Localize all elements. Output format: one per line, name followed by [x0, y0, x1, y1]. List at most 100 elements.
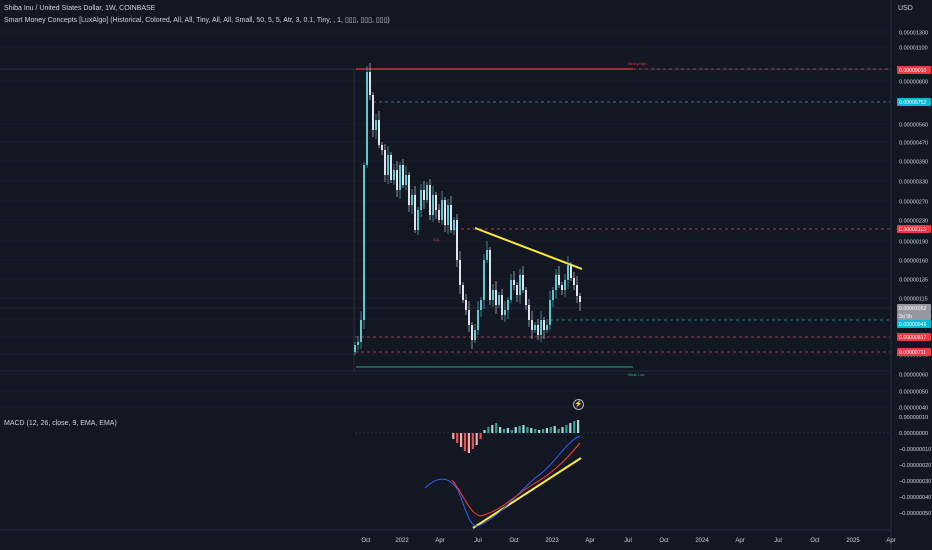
candle-body — [402, 165, 404, 185]
candle-body — [474, 330, 476, 340]
macd-histogram-bar — [522, 425, 525, 433]
macd-histogram-bar — [565, 425, 568, 433]
macd-tick-label: 0.00000010 — [899, 415, 928, 421]
candle-body — [552, 290, 554, 300]
macd-histogram-bar — [541, 429, 545, 433]
price-tick-label: 0.00000230 — [899, 219, 928, 225]
price-tick-label: 0.00000040 — [899, 406, 928, 412]
price-tick-label: 0.00000135 — [899, 278, 928, 284]
candle-body — [468, 310, 470, 325]
candle-body — [525, 290, 527, 305]
weak-low-label: Weak Low — [628, 373, 645, 377]
price-badge-label: 0.00009010 — [899, 68, 927, 74]
price-badge-label: 0.00000711 — [899, 350, 926, 356]
candle-body — [435, 195, 437, 210]
candle-body — [363, 165, 365, 320]
macd-histogram-bar — [456, 433, 459, 443]
price-tick-label: 0.00000270 — [899, 200, 928, 206]
candle-body — [360, 320, 362, 342]
candle-body — [528, 305, 530, 320]
macd-histogram-bar — [526, 427, 529, 433]
candle-body — [414, 195, 416, 230]
strong-high-label: Strong High — [628, 62, 647, 66]
lightning-icon[interactable]: ⚡ — [573, 399, 584, 410]
candle-body — [459, 260, 461, 285]
candle-body — [570, 265, 572, 278]
macd-tick-label: −0.00000030 — [899, 479, 931, 485]
price-badge-label: 3d 5h — [899, 314, 912, 320]
candle-body — [573, 278, 575, 285]
macd-tick-label: −0.00000010 — [899, 447, 931, 453]
macd-histogram-bar — [495, 423, 498, 433]
candle-body — [543, 320, 545, 330]
macd-histogram-bar — [549, 427, 552, 433]
candle-body — [456, 220, 458, 260]
macd-legend[interactable]: MACD (12, 26, close, 9, EMA, EMA) — [4, 420, 117, 427]
candle-body — [519, 275, 521, 295]
time-tick-label: Apr — [585, 538, 594, 544]
macd-histogram-bar — [518, 426, 521, 433]
macd-histogram-bar — [475, 433, 478, 445]
smc-levels: Strong High EQL Weak Low — [0, 62, 890, 529]
macd-histogram-bar — [577, 420, 580, 433]
indicator-legend[interactable]: Smart Money Concepts [LuxAlgo] (Historic… — [4, 17, 390, 24]
macd-histogram-bar — [534, 429, 537, 433]
candle-body — [576, 285, 578, 296]
macd-histogram-bar — [530, 428, 533, 433]
price-badge — [897, 98, 931, 106]
candle-body — [510, 280, 512, 300]
macd-histogram-bar — [483, 430, 486, 433]
macd-histogram-bar — [538, 430, 541, 433]
currency-label: USD — [898, 5, 913, 12]
price-tick-label: 0.00000330 — [899, 180, 928, 186]
candle-body — [549, 300, 551, 325]
price-tick-label: 0.00000470 — [899, 141, 928, 147]
candle-body — [465, 300, 467, 310]
time-tick-label: Apr — [435, 538, 444, 544]
macd-histogram-bar — [487, 427, 490, 433]
price-badge — [897, 66, 931, 74]
candle-body — [522, 275, 524, 290]
macd-histogram-bar — [502, 429, 506, 433]
symbol-title[interactable]: Shiba Inu / United States Dollar, 1W, CO… — [4, 5, 156, 12]
candle-body — [405, 175, 407, 185]
macd-tick-label: −0.00000040 — [899, 495, 931, 501]
candle-body — [396, 170, 398, 190]
macd-tick-label: −0.00000050 — [899, 511, 931, 517]
candle-body — [417, 210, 419, 230]
macd-histogram-bar — [573, 421, 576, 433]
candle-body — [480, 300, 482, 310]
candle-body — [564, 280, 566, 290]
macd-tick-label: 0.00000000 — [899, 431, 928, 437]
candle-body — [372, 95, 374, 130]
candle-body — [486, 250, 488, 260]
price-badge-label: 0.00000817 — [899, 335, 927, 341]
price-tick-label: 0.00000050 — [899, 390, 928, 396]
candle-body — [534, 325, 536, 330]
macd-ascending-trendline — [472, 457, 582, 529]
candle-body — [537, 325, 539, 335]
price-badge-label: 0.00006752 — [899, 100, 927, 106]
macd-histogram-bar — [471, 433, 474, 449]
time-tick-label: Jul — [774, 538, 782, 544]
candle-body — [387, 155, 389, 175]
descending-trendline — [474, 227, 583, 270]
macd-line — [424, 435, 581, 527]
grid — [0, 31, 890, 408]
macd-histogram-bar — [467, 433, 470, 453]
time-tick-label: Jul — [624, 538, 632, 544]
macd-histogram-bar — [463, 433, 467, 451]
price-tick-label: 0.00001300 — [899, 31, 928, 37]
time-tick-label: 2023 — [545, 538, 559, 544]
candle-body — [471, 325, 473, 340]
candle-body — [504, 310, 506, 315]
price-badge — [897, 304, 931, 312]
candle-body — [381, 145, 383, 150]
eql-label: EQL — [433, 238, 440, 242]
macd-histogram-bar — [561, 427, 564, 433]
candle-body — [399, 165, 401, 190]
candle-body — [369, 72, 371, 95]
candle-body — [558, 275, 560, 285]
price-tick-label: 0.00001100 — [899, 46, 928, 52]
